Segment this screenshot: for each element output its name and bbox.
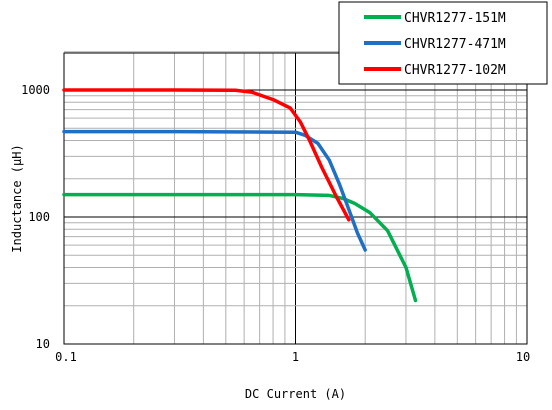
y-tick-label: 1000 — [21, 83, 50, 97]
x-axis-label: DC Current (A) — [245, 387, 346, 401]
y-axis-label: Inductance (μH) — [10, 144, 24, 252]
x-tick-label: 1 — [292, 350, 299, 364]
plot-grid — [64, 51, 527, 344]
y-tick-label: 100 — [28, 210, 50, 224]
legend-label: CHVR1277-102M — [404, 63, 506, 78]
tick-labels: 0.1 1 10 10 100 1000 — [21, 83, 530, 364]
legend-label: CHVR1277-151M — [404, 11, 506, 26]
series-line-3 — [62, 88, 351, 222]
series-line-1 — [62, 192, 418, 303]
x-tick-label: 10 — [516, 350, 530, 364]
plot-frame — [63, 52, 528, 345]
legend: CHVR1277-151M CHVR1277-471M CHVR1277-102M — [338, 1, 548, 85]
series-layer — [62, 88, 418, 303]
series-line-2 — [62, 129, 367, 252]
x-tick-label: 0.1 — [55, 350, 77, 364]
y-tick-label: 10 — [36, 337, 50, 351]
legend-label: CHVR1277-471M — [404, 37, 506, 52]
